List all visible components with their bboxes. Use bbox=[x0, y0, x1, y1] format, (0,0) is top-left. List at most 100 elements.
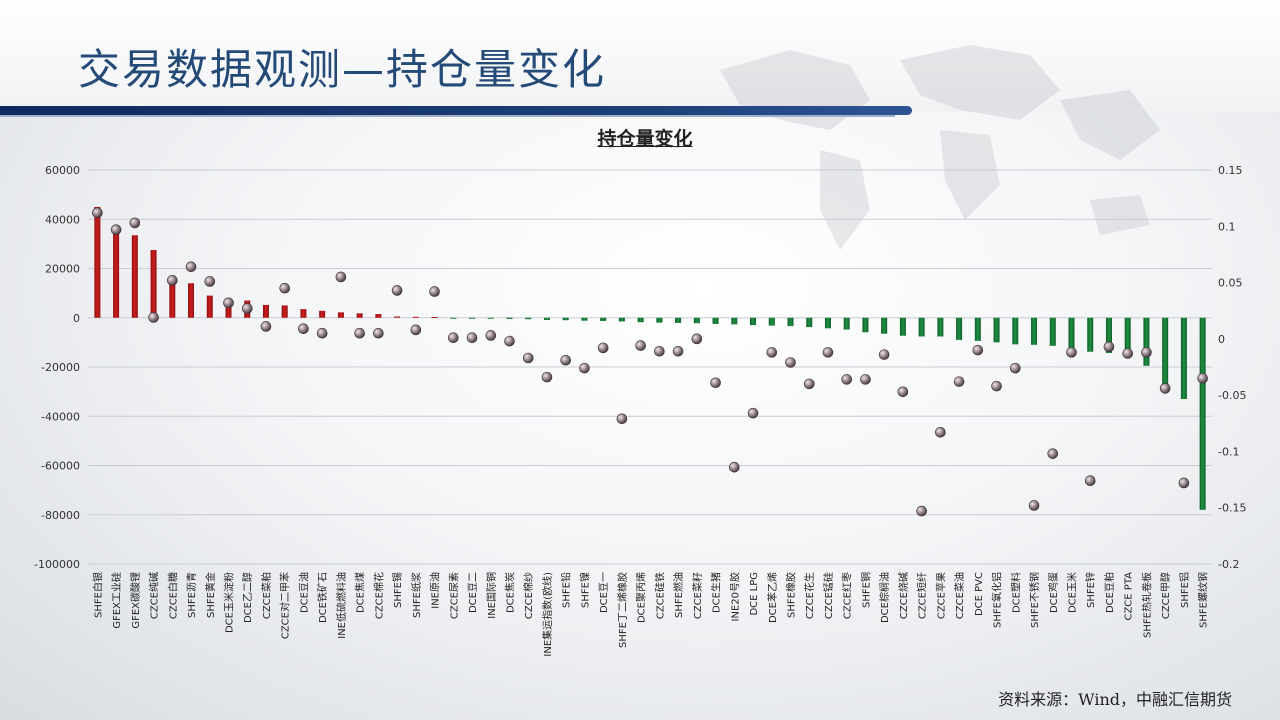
marker-point bbox=[1141, 347, 1152, 358]
bar bbox=[281, 305, 288, 318]
bar bbox=[618, 317, 625, 322]
y-tick-label: -80000 bbox=[41, 509, 80, 522]
bar bbox=[956, 317, 963, 340]
marker-point bbox=[485, 330, 497, 341]
page-title: 交易数据观测—持仓量变化 bbox=[78, 45, 607, 94]
bar bbox=[525, 317, 532, 320]
category-label: CZCE棉花 bbox=[372, 572, 385, 619]
category-label: DCE玉米 bbox=[1066, 572, 1079, 613]
bar bbox=[712, 317, 719, 324]
source-note: 资料来源：Wind，中融汇信期货 bbox=[998, 690, 1232, 709]
bar bbox=[768, 317, 775, 326]
category-label: SHFE氧化铝 bbox=[991, 572, 1004, 628]
bar bbox=[993, 317, 1000, 343]
marker-point bbox=[1066, 347, 1077, 358]
category-label: DCE乙二醇 bbox=[241, 572, 254, 623]
left-axis-ticks: 60000 40000 20000 0 -20000 -40000 -60000 -80000… bbox=[34, 164, 80, 571]
bar bbox=[150, 250, 157, 318]
category-label: DCE鸡蛋 bbox=[1047, 572, 1060, 613]
category-label: CZCE花生 bbox=[803, 572, 816, 619]
marker-point bbox=[1103, 341, 1115, 353]
category-label: CZCE PTA bbox=[1124, 572, 1135, 621]
category-label: SHFE黄金 bbox=[204, 572, 217, 618]
marker-point bbox=[541, 371, 553, 383]
bar bbox=[543, 317, 550, 320]
title-underline-bar bbox=[0, 106, 912, 115]
bar bbox=[787, 317, 794, 327]
category-label: SHFE丁二烯橡胶 bbox=[616, 572, 629, 648]
marker-point bbox=[185, 261, 197, 273]
title-underline-thin bbox=[0, 115, 895, 117]
category-labels: SHFE白银 GFEX工业硅 GFEX碳酸锂 CZCE纯碱 CZCE白糖 SHFE沥青 SH… bbox=[91, 572, 1209, 657]
bar bbox=[356, 313, 363, 318]
bar bbox=[693, 317, 700, 324]
marker-point bbox=[822, 347, 834, 358]
marker-point bbox=[504, 335, 515, 347]
marker-point bbox=[373, 327, 384, 339]
category-label: CZCE菜籽 bbox=[692, 572, 704, 619]
marker-point bbox=[110, 224, 122, 235]
bar bbox=[431, 317, 438, 319]
category-label: DCE铁矿石 bbox=[316, 572, 329, 623]
category-label: DCE LPG bbox=[749, 572, 760, 616]
category-label: SHFE锌 bbox=[1084, 572, 1097, 608]
category-label: SHFE热轧卷板 bbox=[1140, 572, 1153, 638]
bar bbox=[450, 317, 457, 319]
marker-point bbox=[1047, 448, 1059, 459]
bar bbox=[1199, 317, 1206, 510]
marker-point bbox=[129, 217, 141, 229]
bar bbox=[1180, 317, 1187, 400]
category-label: SHFE镍 bbox=[578, 572, 591, 608]
category-label: INE集运指数(欧线) bbox=[541, 572, 554, 657]
bar bbox=[506, 317, 513, 319]
category-label: DCE苯乙烯 bbox=[766, 572, 779, 623]
marker-point bbox=[860, 374, 871, 385]
marker-point bbox=[747, 407, 759, 419]
marker-series bbox=[92, 207, 1208, 517]
marker-point bbox=[953, 376, 965, 387]
bar bbox=[562, 317, 569, 321]
category-label: INE国际铜 bbox=[486, 572, 498, 619]
category-label: CZCE红枣 bbox=[841, 572, 854, 619]
bar bbox=[206, 295, 213, 318]
y2-tick-label: -0.2 bbox=[1218, 558, 1239, 571]
marker-point bbox=[691, 333, 703, 345]
category-label: DCE塑料 bbox=[1009, 572, 1022, 613]
bar bbox=[94, 206, 101, 318]
y2-tick-label: -0.15 bbox=[1218, 502, 1246, 515]
category-label: DCE焦煤 bbox=[354, 572, 367, 613]
marker-point bbox=[148, 312, 159, 323]
y-tick-label: -60000 bbox=[41, 460, 80, 473]
category-label: DCE豆油 bbox=[297, 572, 310, 613]
gridlines bbox=[88, 169, 1212, 565]
marker-point bbox=[1122, 348, 1133, 359]
marker-point bbox=[1028, 500, 1040, 511]
marker-point bbox=[260, 321, 272, 332]
marker-point bbox=[766, 347, 778, 358]
category-label: SHFE燃油 bbox=[672, 572, 685, 618]
marker-point bbox=[672, 345, 684, 357]
marker-point bbox=[616, 413, 628, 425]
marker-point bbox=[1197, 372, 1208, 384]
category-label: DCE生猪 bbox=[710, 572, 723, 613]
bar bbox=[337, 312, 344, 318]
category-label: SHFE铝 bbox=[1179, 572, 1191, 608]
category-label: DCE豆一 bbox=[598, 572, 610, 613]
category-label: SHFE螺纹钢 bbox=[1197, 572, 1210, 628]
bar bbox=[637, 317, 644, 323]
bar bbox=[824, 317, 831, 329]
bar bbox=[169, 277, 176, 318]
bar bbox=[300, 309, 307, 318]
bar bbox=[675, 317, 682, 323]
marker-point bbox=[241, 303, 253, 314]
chart-title: 持仓量变化 bbox=[597, 128, 693, 150]
category-label: GFEX工业硅 bbox=[110, 572, 123, 629]
bar bbox=[375, 314, 382, 318]
right-axis-ticks: 0.15 0.1 0.05 0 -0.05 -0.1 -0.15 -0.2 bbox=[1218, 164, 1246, 571]
bar bbox=[1031, 317, 1038, 345]
bar bbox=[225, 300, 232, 318]
marker-point bbox=[316, 327, 328, 339]
marker-point bbox=[167, 275, 178, 286]
marker-point bbox=[391, 285, 403, 296]
